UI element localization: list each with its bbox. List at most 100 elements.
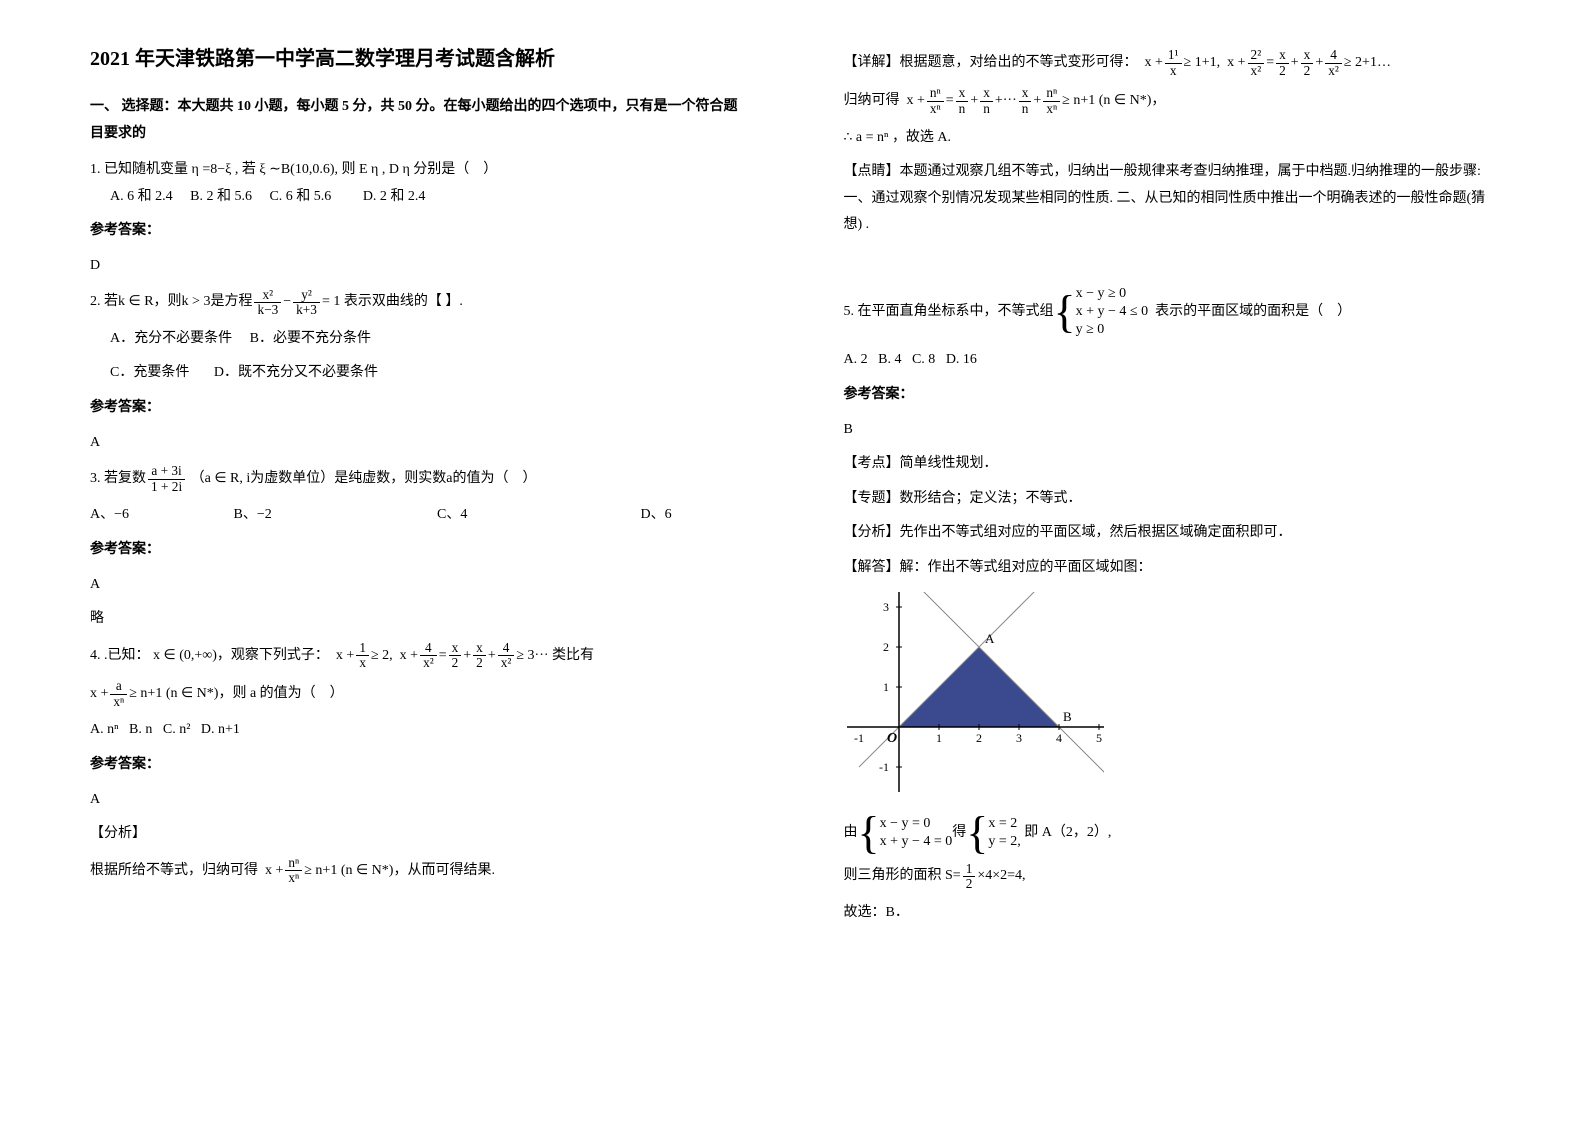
- q3-answer: A: [90, 572, 744, 599]
- q4-f2c: x 2: [473, 641, 486, 671]
- answer-label1: 参考答案：: [90, 218, 744, 245]
- s-eq: =: [946, 88, 954, 115]
- q4-gen: a xⁿ: [110, 679, 127, 709]
- frac-x: x² k−3: [254, 288, 281, 318]
- frac-num: 4: [420, 641, 437, 657]
- therefore-line: ∴ a = nⁿ ，故选 A.: [844, 125, 1498, 152]
- s-pl: +: [970, 88, 978, 115]
- q4-answer: A: [90, 787, 744, 814]
- eq2: =: [439, 643, 447, 670]
- frac-den: x²: [420, 656, 437, 671]
- frac-num: y²: [293, 288, 320, 304]
- frac-num: a + 3i: [148, 464, 185, 480]
- frac-num: nⁿ: [927, 86, 944, 102]
- frac-q3: a + 3i 1 + 2i: [148, 464, 185, 494]
- q1: 1. 已知随机变量 η =8−ξ , 若 ξ ∼B(10,0.6), 则 E η…: [90, 157, 744, 210]
- sys2-l1: x = 2: [988, 815, 1020, 833]
- therefore: ∴ a = nⁿ: [844, 130, 889, 145]
- right-column: 【详解】根据题意，对给出的不等式变形可得： x + 1¹ x ≥ 1+1, x …: [794, 0, 1587, 1122]
- svg-text:1: 1: [883, 680, 889, 694]
- svg-text:1: 1: [936, 731, 942, 745]
- q4-ana-post: ，从而可得结果.: [393, 858, 495, 885]
- q5-area-pre: 则三角形的面积 S=: [844, 863, 961, 890]
- frac-den: x²: [498, 656, 515, 671]
- frac-den: xⁿ: [927, 102, 944, 117]
- q4-f1: 1 x: [356, 641, 369, 671]
- d-eq: =: [1266, 50, 1274, 77]
- q3-p1: （: [191, 466, 205, 493]
- opt-d: D. 2 和 2.4: [363, 189, 426, 204]
- svg-text:B: B: [1063, 709, 1072, 724]
- s-f4: x n: [1019, 86, 1032, 116]
- frac-den: 2: [1276, 64, 1289, 79]
- d-dots: …: [1377, 50, 1391, 77]
- frac-num: x²: [254, 288, 281, 304]
- q4-x: x ∈ (0,+∞): [153, 643, 217, 670]
- d-f2a: 2² x²: [1248, 48, 1265, 78]
- section1-header: 一、 选择题：本大题共 10 小题，每小题 5 分，共 50 分。在每小题给出的…: [90, 94, 744, 147]
- detail-lbl: 【详解】根据题意，对给出的不等式变形可得：: [844, 50, 1138, 77]
- q4-pre: 4. .已知：: [90, 643, 150, 670]
- q2-answer: A: [90, 430, 744, 457]
- q5-solve-lbl: 【解答】解：作出不等式组对应的平面区域如图：: [844, 555, 1498, 582]
- opt-d: D．既不充分又不必要条件: [214, 365, 378, 380]
- opt-a: A、−6: [90, 502, 230, 529]
- sys-l2: x + y − 4 ≤ 0: [1076, 303, 1148, 321]
- q3-pre: 3. 若复数: [90, 466, 146, 493]
- svg-text:2: 2: [976, 731, 982, 745]
- frac-num: 1¹: [1165, 48, 1182, 64]
- q5-topic: 【专题】数形结合；定义法；不等式．: [844, 486, 1498, 513]
- q3-p2: 为虚数单位）是纯虚数，则实数: [250, 466, 446, 493]
- q4-ana-f: nⁿ xⁿ: [285, 856, 302, 886]
- answer-label4: 参考答案：: [90, 752, 744, 779]
- brace-icon: {: [966, 812, 988, 853]
- q4-ana-r: ≥ n+1 (n ∈ N*): [304, 858, 393, 885]
- frac-den: 2: [1301, 64, 1314, 79]
- opt-a: A. 2: [844, 352, 868, 367]
- frac-num: 1: [356, 641, 369, 657]
- s-comma: ，: [1151, 88, 1165, 115]
- q5-by-mid: 得: [952, 820, 966, 847]
- q4-line2: x + a xⁿ ≥ n+1 (n ∈ N*) ，则 a 的值为（ ）: [90, 679, 744, 709]
- q5-opts: A. 2 B. 4 C. 8 D. 16: [844, 347, 1498, 374]
- sys1-l2: x + y − 4 = 0: [880, 833, 953, 851]
- frac-den: n: [956, 102, 969, 117]
- detail-line: 【详解】根据题意，对给出的不等式变形可得： x + 1¹ x ≥ 1+1, x …: [844, 48, 1498, 78]
- frac-den: 2: [449, 656, 462, 671]
- q5-diagram: 12345-11234-1-2OxyAB: [844, 592, 1498, 803]
- d-f2b: x 2: [1276, 48, 1289, 78]
- opt-b: B. 2 和 5.6: [190, 189, 252, 204]
- s-dots: +···: [995, 88, 1017, 115]
- svg-text:2: 2: [883, 640, 889, 654]
- frac-num: x: [473, 641, 486, 657]
- ge1: ≥ 2,: [371, 643, 393, 670]
- q5-by-pre: 由: [844, 820, 858, 847]
- s-f1: nⁿ xⁿ: [927, 86, 944, 116]
- d-r1: ≥ 1+1,: [1184, 50, 1221, 77]
- svg-text:3: 3: [1016, 731, 1022, 745]
- q2-p1: ，则: [154, 289, 182, 316]
- q4-p2: ，则 a 的值为（ ）: [218, 681, 343, 708]
- frac-den: x: [356, 656, 369, 671]
- sys2: { x = 2 y = 2,: [966, 812, 1021, 853]
- opt-d: D、6: [641, 507, 672, 522]
- summary-pre: 归纳可得: [844, 88, 900, 115]
- q5-answer: B: [844, 417, 1498, 444]
- opt-c: C、4: [437, 502, 637, 529]
- opt-c: C. n²: [163, 722, 191, 737]
- frac-num: 1: [963, 862, 976, 878]
- q3-note: 略: [90, 606, 744, 633]
- d-pl: +: [1291, 50, 1299, 77]
- opt-c: C．充要条件: [110, 365, 189, 380]
- svg-text:4: 4: [1056, 731, 1062, 745]
- frac-y: y² k+3: [293, 288, 320, 318]
- d-r2: ≥ 2+1: [1344, 50, 1377, 77]
- q2-p3: 表示双曲线的【 】.: [344, 289, 463, 316]
- q2-pre: 2. 若: [90, 289, 118, 316]
- q3: 3. 若复数 a + 3i 1 + 2i （ a ∈ R, i 为虚数单位）是纯…: [90, 464, 744, 494]
- brace-icon: {: [858, 812, 880, 853]
- summary-line: 归纳可得 x + nⁿ xⁿ = x n + x n +··· x n + nⁿ…: [844, 86, 1498, 116]
- opt-b: B、−2: [234, 502, 434, 529]
- frac-den: n: [1019, 102, 1032, 117]
- opt-d: D. 16: [946, 352, 977, 367]
